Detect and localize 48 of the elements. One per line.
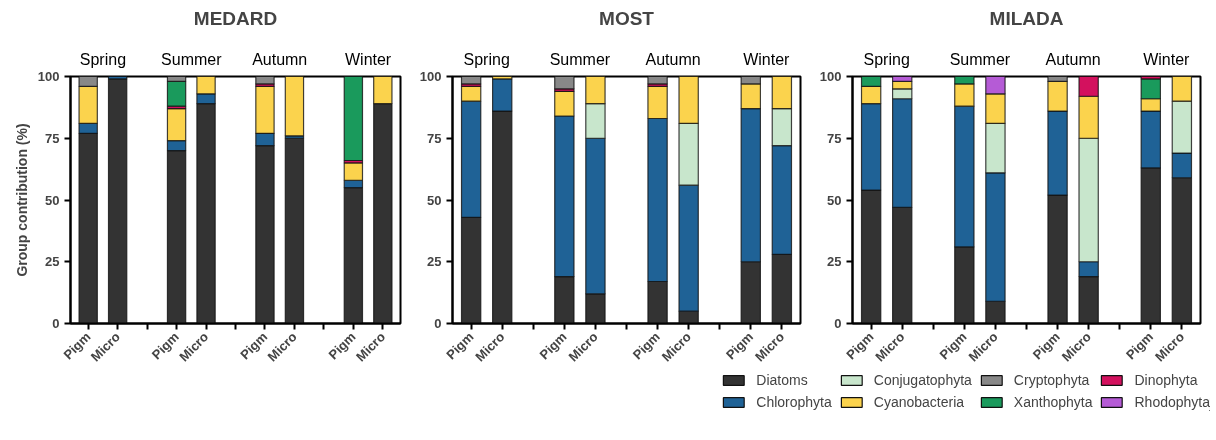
chart-title: MILADA: [989, 7, 1064, 29]
chart-title: MEDARD: [193, 7, 278, 29]
y-tick-label: 50: [427, 192, 442, 208]
bar: [554, 76, 575, 90]
y-tick-label: 25: [827, 254, 842, 270]
bar: [460, 76, 482, 85]
text: Winter: [1143, 50, 1191, 68]
legend-label: Dinophyta: [1134, 372, 1198, 388]
y-tick-label: 75: [45, 130, 60, 146]
text: Winter: [743, 50, 791, 68]
bar: [166, 80, 187, 107]
y-tick-label: 100: [819, 69, 842, 84]
bar: [343, 76, 364, 162]
y-tick-label: 25: [45, 254, 60, 270]
y-tick-label: 0: [52, 316, 60, 331]
bar: [107, 78, 128, 324]
y-tick-label: 75: [427, 130, 442, 146]
y-tick-label: 100: [37, 69, 60, 84]
text: Autumn: [645, 50, 701, 68]
legend-label: Diatoms: [756, 372, 808, 388]
text: Spring: [79, 50, 127, 68]
y-tick-label: 50: [827, 192, 842, 208]
legend-label: Conjugatophyta: [873, 372, 972, 388]
y-axis-title: Group contribution (%): [13, 123, 30, 277]
text: Summer: [549, 50, 611, 68]
bar: [647, 76, 668, 85]
text: Winter: [344, 50, 392, 68]
legend-label: Xanthophyta: [1013, 394, 1093, 410]
legend-label: Cyanobacteria: [873, 394, 965, 410]
text: Autumn: [252, 50, 308, 68]
text: Autumn: [1045, 50, 1101, 68]
bar: [255, 76, 275, 85]
text: Spring: [463, 50, 510, 68]
bar: [284, 137, 305, 324]
y-tick-label: 100: [419, 69, 442, 84]
bar: [284, 76, 305, 137]
text: Summer: [949, 50, 1011, 68]
text: Summer: [161, 50, 223, 68]
legend-label: Chlorophyta: [756, 394, 832, 410]
legend-label: Cryptophyta: [1013, 372, 1090, 388]
legend-label: Rhodophyta: [1134, 394, 1210, 410]
chart-title: MOST: [599, 7, 655, 29]
y-tick-label: 25: [427, 254, 442, 270]
y-tick-label: 75: [827, 130, 842, 146]
y-tick-label: 0: [834, 316, 842, 331]
y-tick-label: 50: [45, 192, 60, 208]
y-tick-label: 0: [434, 316, 442, 331]
text: Spring: [863, 50, 910, 68]
